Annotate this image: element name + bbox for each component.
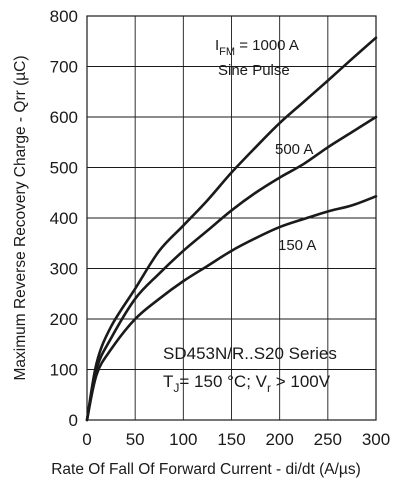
conditions-tj: T <box>163 372 173 391</box>
x-tick-label: 50 <box>126 430 145 449</box>
tick-layer: 0 50 100 150 200 250 300 0 100 200 300 400 500 600 700… <box>50 7 391 449</box>
conditions-rest: = 150 °C; V <box>179 372 267 391</box>
y-axis-label: Maximum Reverse Recovery Charge - Qrr (µ… <box>12 55 29 380</box>
series-label-1000a-sub: FM <box>219 46 235 58</box>
y-tick-label: 200 <box>50 310 78 329</box>
x-tick-label: 250 <box>314 430 342 449</box>
y-tick-label: 300 <box>50 260 78 279</box>
y-tick-label: 100 <box>50 361 78 380</box>
x-tick-label: 150 <box>217 430 245 449</box>
curve-layer <box>85 36 378 422</box>
y-tick-label: 800 <box>50 7 78 26</box>
x-tick-label: 0 <box>82 430 91 449</box>
grid-layer <box>87 16 376 420</box>
series-label-500a: 500 A <box>275 141 313 158</box>
x-axis-label: Rate Of Fall Of Forward Current - di/dt … <box>51 461 361 478</box>
series-label-1000a-rest: = 1000 A <box>235 37 299 54</box>
series-line-150-a <box>85 194 378 422</box>
y-tick-label: 400 <box>50 209 78 228</box>
conditions-vr-sub: r <box>267 381 271 395</box>
pulse-label: Sine Pulse <box>218 62 290 79</box>
x-tick-label: 100 <box>169 430 197 449</box>
series-line-500-a <box>85 115 378 422</box>
plot-frame <box>86 15 377 421</box>
x-tick-label: 300 <box>362 430 390 449</box>
y-tick-label: 0 <box>69 411 78 430</box>
series-label-1000a-main: I <box>215 37 219 54</box>
y-tick-label: 500 <box>50 159 78 178</box>
y-tick-label: 700 <box>50 58 78 77</box>
series-label-150a: 150 A <box>278 237 316 254</box>
conditions-end: > 100V <box>271 372 331 391</box>
series-label-1000a: IFM = 1000 A <box>215 37 299 58</box>
conditions-label: TJ= 150 °C; Vr > 100V <box>163 372 331 395</box>
x-tick-label: 200 <box>265 430 293 449</box>
series-line-i-fm-1000-a <box>85 36 378 422</box>
conditions-tj-sub: J <box>173 381 179 395</box>
y-tick-label: 600 <box>50 108 78 127</box>
device-label: SD453N/R..S20 Series <box>163 344 337 363</box>
